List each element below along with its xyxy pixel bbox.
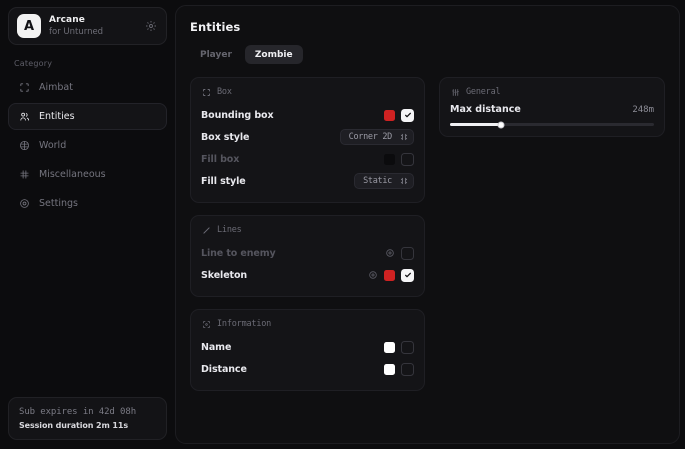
sidebar-item-world[interactable]: World xyxy=(8,132,167,159)
tab-zombie[interactable]: Zombie xyxy=(244,45,303,64)
sidebar-item-miscellaneous[interactable]: Miscellaneous xyxy=(8,161,167,188)
row-skeleton: Skeleton xyxy=(201,264,414,286)
row-label: Bounding box xyxy=(201,109,274,121)
sliders-icon xyxy=(450,87,460,97)
card-title: General xyxy=(466,87,501,97)
settings-icon[interactable] xyxy=(384,248,395,259)
avatar: A xyxy=(17,14,41,38)
category-label: Category xyxy=(14,59,53,68)
slider-handle[interactable] xyxy=(497,121,505,128)
checkbox-bounding-box[interactable] xyxy=(401,108,414,122)
gear-icon[interactable] xyxy=(144,19,158,33)
line-icon xyxy=(201,225,211,235)
color-swatch[interactable] xyxy=(384,153,395,165)
card-box: Box Bounding box Box style Corner 2D xyxy=(190,77,425,203)
row-line-to-enemy: Line to enemy xyxy=(201,242,414,264)
row-fill-box: Fill box xyxy=(201,148,414,170)
card-general: General Max distance 248m xyxy=(439,77,665,137)
row-label: Distance xyxy=(201,363,247,375)
sidebar-item-label: Aimbat xyxy=(39,82,73,93)
slider-fill xyxy=(450,123,501,126)
checkbox-name[interactable] xyxy=(401,340,414,354)
right-column: General Max distance 248m xyxy=(439,77,665,403)
row-label: Skeleton xyxy=(201,269,248,281)
main-panel: Entities Player Zombie Box xyxy=(175,5,680,444)
color-swatch[interactable] xyxy=(384,109,395,121)
profile-text: Arcane for Unturned xyxy=(49,15,136,38)
checkbox-distance[interactable] xyxy=(401,362,414,376)
settings-columns: Box Bounding box Box style Corner 2D xyxy=(190,77,665,403)
row-label: Fill box xyxy=(201,153,240,165)
row-box-style: Box style Corner 2D xyxy=(201,126,414,148)
sidebar-item-label: Miscellaneous xyxy=(39,169,106,180)
sidebar-item-label: Entities xyxy=(39,111,75,122)
row-bounding-box: Bounding box xyxy=(201,104,414,126)
card-title: Box xyxy=(217,87,232,97)
row-label: Line to enemy xyxy=(201,247,276,259)
subscription-card: Sub expires in 42d 08h Session duration … xyxy=(8,397,167,440)
page-title: Entities xyxy=(190,20,241,34)
select-fill-style[interactable]: Static xyxy=(354,173,414,189)
left-column: Box Bounding box Box style Corner 2D xyxy=(190,77,425,403)
row-fill-style: Fill style Static xyxy=(201,170,414,192)
entity-tabs: Player Zombie xyxy=(190,45,665,64)
card-general-header: General xyxy=(450,87,654,97)
sidebar-item-settings[interactable]: Settings xyxy=(8,190,167,217)
sidebar: A Arcane for Unturned Category Aimbat xyxy=(0,0,175,449)
color-swatch[interactable] xyxy=(384,363,395,375)
checkbox-line-to-enemy[interactable] xyxy=(401,246,414,260)
max-distance-slider[interactable] xyxy=(450,121,654,128)
select-box-style[interactable]: Corner 2D xyxy=(339,129,414,145)
card-lines: Lines Line to enemy Skeleton xyxy=(190,215,425,297)
globe-icon xyxy=(18,140,30,152)
card-lines-header: Lines xyxy=(201,225,414,235)
checkbox-skeleton[interactable] xyxy=(401,268,414,282)
entities-icon xyxy=(18,111,30,123)
crosshair-icon xyxy=(18,82,30,94)
checkbox-fill-box[interactable] xyxy=(401,152,414,166)
row-label: Name xyxy=(201,341,232,353)
row-distance: Distance xyxy=(201,358,414,380)
expand-icon xyxy=(399,177,408,186)
sidebar-item-entities[interactable]: Entities xyxy=(8,103,167,130)
profile-name: Arcane xyxy=(49,14,85,25)
tab-player[interactable]: Player xyxy=(200,49,232,60)
select-value: Corner 2D xyxy=(348,132,393,142)
gear-icon xyxy=(18,198,30,210)
color-swatch[interactable] xyxy=(384,341,395,353)
card-title: Information xyxy=(217,319,272,329)
card-information: Information Name Distance xyxy=(190,309,425,391)
card-information-header: Information xyxy=(201,319,414,329)
slider-value: 248m xyxy=(632,104,654,115)
grid-icon xyxy=(18,169,30,181)
color-swatch[interactable] xyxy=(384,269,395,281)
session-duration-text: Session duration 2m 11s xyxy=(19,421,129,430)
sub-expiry-text: Sub expires in 42d 08h xyxy=(19,407,137,417)
row-label: Fill style xyxy=(201,175,246,187)
expand-icon xyxy=(399,133,408,142)
sidebar-item-label: Settings xyxy=(39,198,78,209)
max-distance-header: Max distance 248m xyxy=(450,104,654,115)
row-name: Name xyxy=(201,336,414,358)
info-icon xyxy=(201,319,211,329)
settings-icon[interactable] xyxy=(367,270,378,281)
sidebar-item-label: World xyxy=(39,140,67,151)
row-label: Box style xyxy=(201,131,250,143)
profile-card[interactable]: A Arcane for Unturned xyxy=(8,7,167,45)
box-corners-icon xyxy=(201,87,211,97)
card-box-header: Box xyxy=(201,87,414,97)
sidebar-item-aimbat[interactable]: Aimbat xyxy=(8,74,167,101)
slider-label: Max distance xyxy=(450,104,521,115)
card-title: Lines xyxy=(217,225,242,235)
profile-subtitle: for Unturned xyxy=(49,26,104,37)
select-value: Static xyxy=(363,176,392,186)
